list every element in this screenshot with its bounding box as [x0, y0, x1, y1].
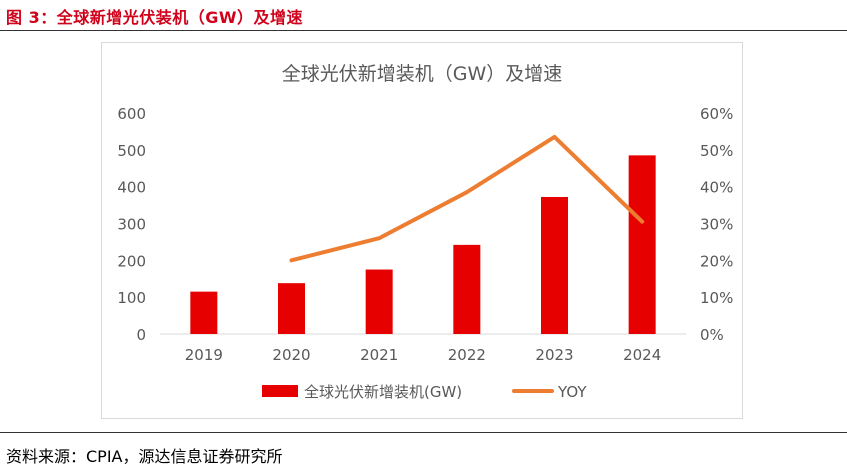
x-tick-label: 2020 [272, 346, 310, 364]
left-axis: 0 100 200 300 400 500 600 [117, 105, 146, 344]
right-tick-label: 60% [700, 105, 733, 123]
bar [628, 155, 656, 334]
legend-bar-label: 全球光伏新增装机(GW) [304, 383, 462, 401]
legend-bar-swatch [262, 385, 298, 397]
bar [190, 291, 218, 334]
source-note: 资料来源：CPIA，源达信息证券研究所 [6, 447, 283, 466]
chart-container: 全球光伏新增装机（GW）及增速 0 100 200 300 400 500 600 0% 10… [101, 42, 743, 419]
right-tick-label: 40% [700, 179, 733, 197]
right-tick-label: 30% [700, 216, 733, 234]
x-tick-label: 2022 [448, 346, 486, 364]
bar [278, 283, 305, 334]
left-tick-label: 400 [117, 179, 146, 197]
chart-title: 全球光伏新增装机（GW）及增速 [282, 63, 563, 85]
left-tick-label: 300 [117, 216, 146, 234]
x-tick-label: 2021 [360, 346, 398, 364]
x-tick-label: 2024 [623, 346, 661, 364]
right-tick-label: 10% [700, 289, 733, 307]
combo-chart: 全球光伏新增装机（GW）及增速 0 100 200 300 400 500 600 0% 10… [117, 63, 733, 401]
legend-line-label: YOY [557, 383, 587, 401]
bar [365, 269, 393, 334]
legend: 全球光伏新增装机(GW) YOY [262, 383, 587, 401]
bottom-rule [0, 432, 847, 433]
x-tick-label: 2023 [535, 346, 573, 364]
x-tick-label: 2019 [185, 346, 223, 364]
line-series [289, 134, 645, 263]
left-tick-label: 200 [117, 252, 146, 270]
right-tick-label: 50% [700, 142, 733, 160]
bar-series [190, 155, 656, 334]
left-tick-label: 600 [117, 105, 146, 123]
bar [541, 196, 568, 334]
left-tick-label: 500 [117, 142, 146, 160]
yoy-line [289, 134, 645, 263]
bar [453, 244, 481, 334]
right-tick-label: 0% [700, 326, 724, 344]
left-tick-label: 100 [117, 289, 146, 307]
right-tick-label: 20% [700, 252, 733, 270]
top-rule [0, 30, 847, 31]
left-tick-label: 0 [136, 326, 146, 344]
right-axis: 0% 10% 20% 30% 40% 50% 60% [700, 105, 733, 344]
figure-caption: 图 3：全球新增光伏装机（GW）及增速 [6, 8, 303, 27]
x-axis: 2019 2020 2021 2022 2023 2024 [185, 346, 662, 364]
